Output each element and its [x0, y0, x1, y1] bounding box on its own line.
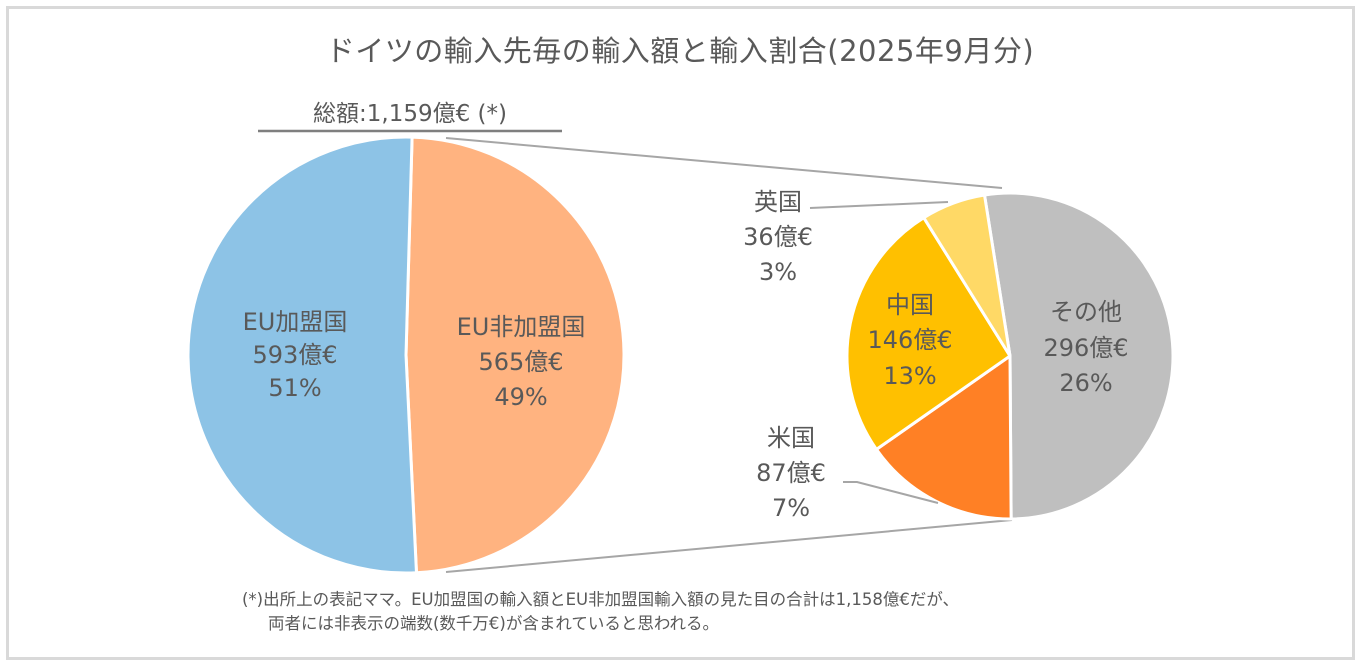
chart-title: ドイツの輸入先毎の輸入額と輸入割合(2025年9月分): [325, 34, 1035, 68]
leader-line-us: [843, 481, 939, 504]
label-noneu-percent: 49%: [494, 383, 547, 411]
label-china-name: 中国: [886, 291, 934, 319]
label-us-name: 米国: [767, 424, 815, 452]
label-noneu-name: EU非加盟国: [457, 313, 586, 341]
label-eu-percent: 51%: [268, 374, 321, 402]
footnote-line-2: 両者には非表示の端数(数千万€)が含まれていると思われる。: [268, 614, 720, 633]
total-label: 総額:1,159億€ (*): [313, 101, 507, 127]
breakdown-pie: [845, 191, 1175, 521]
label-uk-value: 36億€: [743, 223, 813, 251]
label-other-percent: 26%: [1059, 369, 1112, 397]
breakdown-pie-slice-3: [922, 193, 1012, 358]
label-eu-value: 593億€: [252, 341, 337, 369]
label-eu-name: EU加盟国: [243, 308, 348, 336]
label-noneu-value: 565億€: [478, 348, 563, 376]
connector-line-top: [445, 137, 1003, 189]
label-us-value: 87億€: [756, 459, 826, 487]
label-other-value: 296億€: [1043, 334, 1128, 362]
main-pie-slice-1: [186, 135, 418, 575]
breakdown-pie-slice-2: [845, 216, 1012, 451]
label-china-value: 146億€: [867, 326, 952, 354]
main-pie: [186, 135, 626, 575]
footnote: (*)出所上の表記ママ。EU加盟国の輸入額とEU非加盟国輸入額の見た目の合計は1…: [242, 588, 959, 636]
label-other-name: その他: [1050, 298, 1122, 326]
label-uk-percent: 3%: [759, 258, 797, 286]
breakdown-pie-slice-0: [983, 191, 1175, 521]
chart-frame: [6, 6, 1355, 660]
label-uk-name: 英国: [754, 188, 802, 216]
label-china-percent: 13%: [883, 362, 936, 390]
breakdown-pie-slice-1: [874, 354, 1013, 521]
footnote-line-1: (*)出所上の表記ママ。EU加盟国の輸入額とEU非加盟国輸入額の見た目の合計は1…: [242, 590, 960, 609]
connector-line-bottom: [445, 519, 1013, 573]
leader-line-uk: [809, 201, 949, 209]
label-us-percent: 7%: [772, 494, 810, 522]
main-pie-slice-0: [404, 135, 626, 575]
